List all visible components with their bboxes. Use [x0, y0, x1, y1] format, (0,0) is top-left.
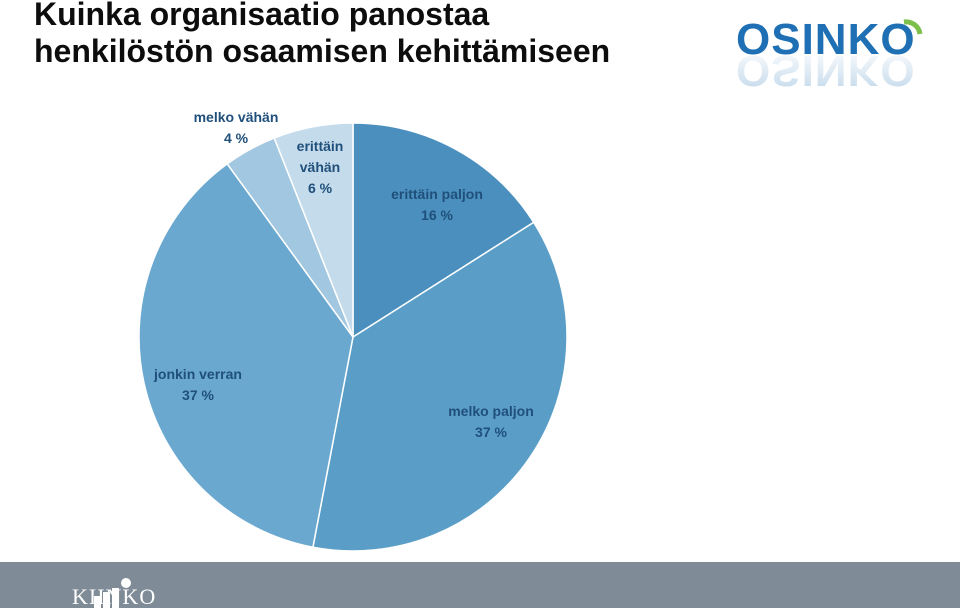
- osinko-logo: OSINKO OSINKO: [736, 15, 923, 95]
- slide-title: Kuinka organisaatio panostaa henkilöstön…: [34, 0, 610, 70]
- pie-slice-label-line: vähän: [300, 159, 340, 175]
- pie-slice-label-line: melko paljon: [448, 403, 534, 419]
- pie-slice-label-3: jonkin verran 37 %: [153, 366, 242, 403]
- pie-slice-label-line: jonkin verran: [153, 366, 242, 382]
- pie-slice-label-line: 37 %: [475, 424, 507, 440]
- slide-title-line-1: Kuinka organisaatio panostaa: [34, 0, 490, 32]
- pie-slice-label-line: 37 %: [182, 387, 214, 403]
- pie-slice-label-line: melko vähän: [194, 109, 279, 125]
- pie-slice-2: [312, 221, 568, 552]
- pie-slice-label-2: melko paljon 37 %: [448, 403, 534, 440]
- pie-slice-label-line: erittäin paljon: [391, 186, 483, 202]
- slide-title-line-2: henkilöstön osaamisen kehittämiseen: [34, 33, 611, 69]
- pie-slice-label-line: 16 %: [421, 207, 453, 223]
- pie-slice-1: [352, 122, 535, 339]
- pie-slice-label-4: melko vähän 4 %: [194, 109, 279, 146]
- pie-chart: erittäin paljon 16 %melko paljon 37 %jonki…: [138, 109, 568, 552]
- pie-slice-label-5: erittäin vähän 6 %: [297, 138, 344, 196]
- pie-slice-label-line: 6 %: [308, 180, 333, 196]
- pie-slices: [138, 122, 568, 552]
- pie-slice-3: [138, 162, 354, 549]
- osinko-logo-text: OSINKO: [736, 15, 916, 64]
- kiinko-logo-icon: [94, 578, 131, 608]
- kiinko-logo-text: KIINKO: [72, 584, 157, 609]
- footer-bar: [0, 562, 960, 608]
- pie-slice-label-line: erittäin: [297, 138, 344, 154]
- pie-slice-label-1: erittäin paljon 16 %: [391, 186, 483, 223]
- pie-slice-5: [273, 122, 354, 338]
- pie-slice-label-line: 4 %: [224, 130, 249, 146]
- osinko-logo-reflection: OSINKO: [736, 46, 916, 95]
- osinko-logo-accent-icon: [903, 19, 923, 35]
- pie-labels: erittäin paljon 16 %melko paljon 37 %jonki…: [153, 109, 534, 440]
